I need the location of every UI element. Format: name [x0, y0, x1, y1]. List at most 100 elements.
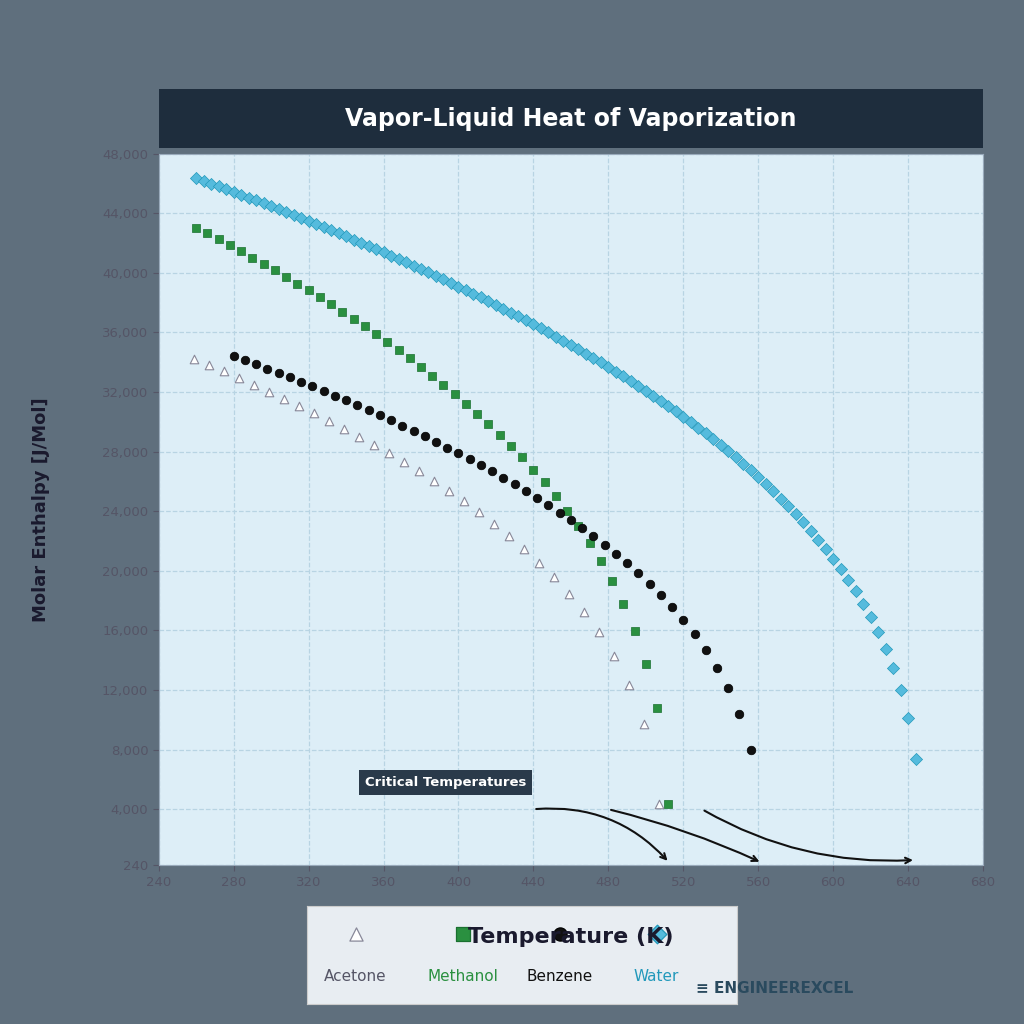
Point	[810, 531, 826, 548]
Point	[578, 345, 594, 361]
Point	[451, 445, 467, 462]
Point	[532, 321, 549, 337]
Point	[278, 204, 294, 220]
Point	[390, 342, 407, 358]
Point	[825, 551, 842, 567]
Point	[621, 676, 637, 692]
Point	[668, 403, 684, 420]
Point	[563, 512, 580, 528]
Point	[641, 575, 657, 592]
Point	[200, 225, 216, 242]
Point	[311, 289, 328, 305]
Point	[345, 310, 361, 327]
Point	[261, 383, 278, 399]
Point	[573, 520, 590, 537]
Point	[561, 586, 578, 602]
Point	[233, 186, 250, 203]
Point	[555, 333, 571, 349]
Point	[360, 402, 377, 419]
Point	[507, 476, 523, 493]
Point	[458, 395, 474, 412]
Point	[286, 207, 302, 223]
Point	[186, 350, 203, 367]
Point	[338, 392, 354, 409]
Point	[455, 927, 471, 943]
Point	[596, 537, 612, 553]
Point	[615, 596, 632, 612]
Point	[201, 356, 217, 373]
Point	[293, 374, 309, 390]
Point	[570, 518, 587, 535]
Point	[720, 680, 736, 696]
Point	[630, 378, 646, 394]
Point	[742, 462, 759, 478]
Point	[900, 710, 916, 726]
Point	[496, 470, 512, 486]
Point	[552, 505, 568, 521]
Point	[636, 716, 652, 732]
Point	[211, 178, 227, 195]
Point	[383, 413, 399, 429]
Point	[607, 546, 624, 562]
Point	[514, 450, 530, 466]
Point	[623, 373, 639, 389]
Point	[241, 189, 257, 206]
Point	[323, 222, 339, 239]
Point	[211, 231, 227, 248]
Point	[351, 428, 368, 444]
Point	[394, 418, 411, 434]
Text: Vapor-Liquid Heat of Vaporization: Vapor-Liquid Heat of Vaporization	[345, 106, 797, 131]
Point	[907, 751, 924, 767]
Point	[713, 437, 729, 454]
Point	[396, 454, 413, 470]
Point	[233, 244, 250, 260]
Point	[406, 423, 422, 439]
Point	[607, 364, 624, 380]
Point	[492, 426, 508, 442]
Point	[870, 624, 887, 640]
Point	[862, 609, 879, 626]
Point	[652, 587, 669, 603]
Point	[420, 264, 436, 281]
Point	[372, 408, 388, 424]
Point	[456, 494, 472, 510]
Point	[345, 231, 361, 248]
Point	[758, 476, 774, 493]
Point	[413, 261, 429, 278]
Point	[356, 318, 373, 335]
Point	[225, 348, 242, 365]
Point	[546, 569, 562, 586]
Point	[496, 300, 512, 316]
Point	[327, 387, 343, 403]
Point	[278, 268, 294, 285]
Point	[630, 565, 646, 582]
Point	[582, 535, 598, 551]
Point	[471, 504, 487, 520]
Point	[379, 334, 395, 350]
Point	[541, 497, 557, 513]
Point	[300, 283, 316, 299]
Point	[188, 219, 205, 236]
Point	[833, 561, 849, 578]
Point	[334, 303, 350, 319]
Point	[336, 421, 352, 437]
Point	[469, 406, 485, 422]
Point	[660, 796, 677, 812]
Point	[231, 370, 248, 386]
Point	[222, 238, 239, 254]
Point	[291, 397, 307, 414]
Point	[426, 473, 442, 489]
Point	[353, 234, 370, 251]
Point	[368, 326, 384, 342]
Point	[706, 431, 722, 447]
Point	[480, 416, 497, 432]
Point	[473, 289, 489, 305]
Point	[428, 267, 444, 284]
Point	[600, 358, 616, 375]
Point	[480, 293, 497, 309]
Point	[510, 308, 526, 325]
Point	[255, 256, 271, 272]
Point	[244, 250, 260, 266]
Point	[675, 611, 691, 628]
Point	[331, 225, 347, 242]
